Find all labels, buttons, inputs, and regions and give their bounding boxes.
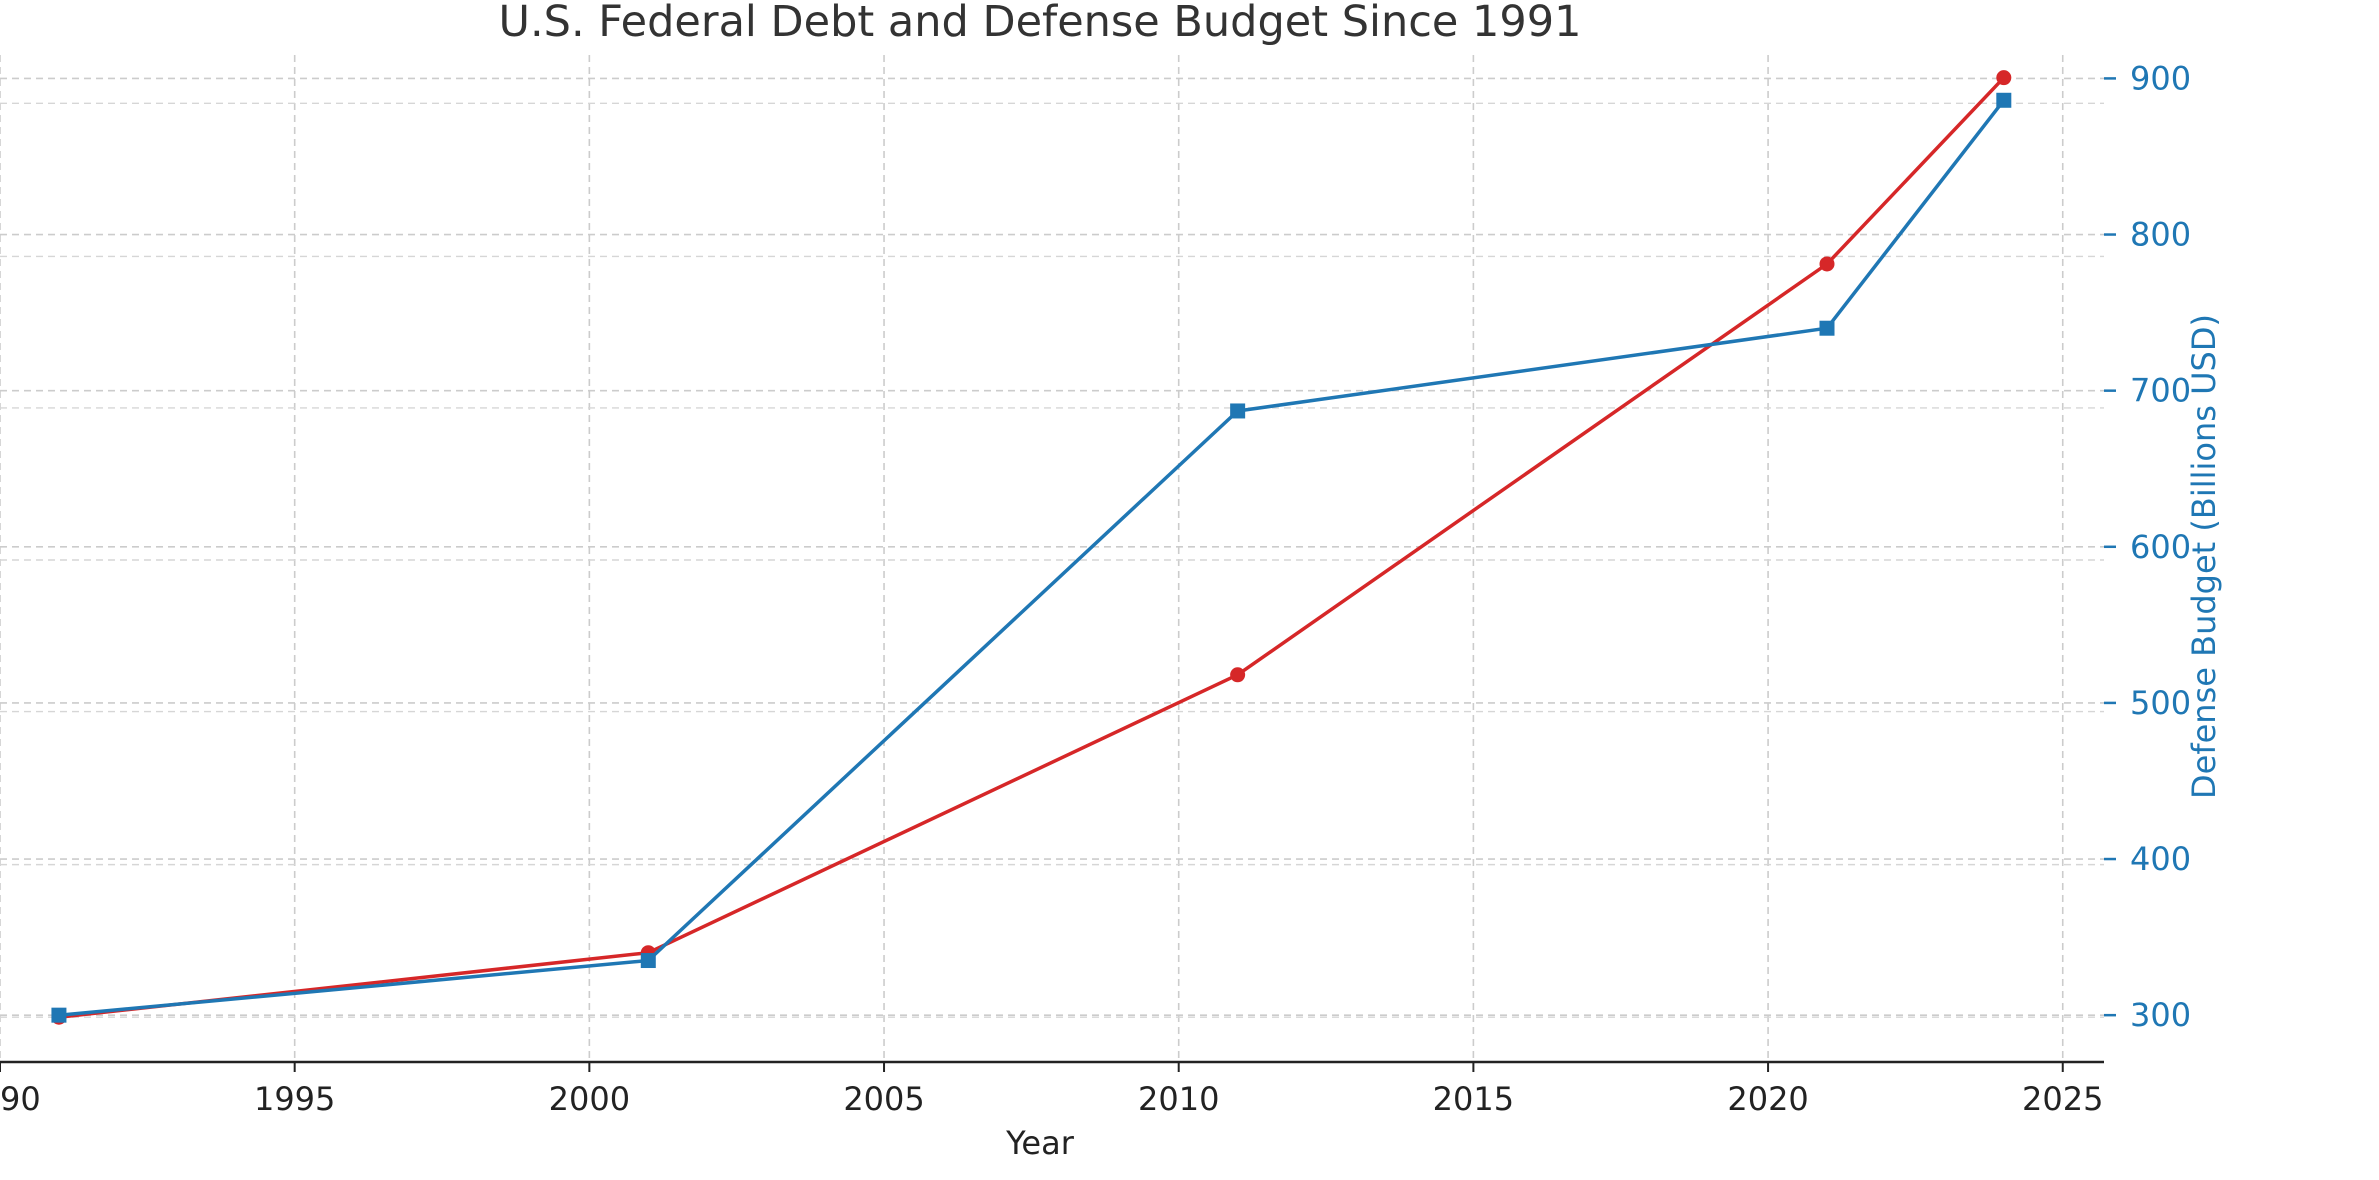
grid: [0, 55, 2104, 1062]
x-axis-label: Year: [1005, 1124, 1075, 1162]
y-tick-label-right: 400: [2130, 840, 2191, 878]
y-tick-label-right: 300: [2130, 996, 2191, 1034]
data-point-debt: [1996, 70, 2012, 86]
axes: 1990 1995 2000 2005 2010 2015 2020 2025 300 400 5…: [0, 59, 2191, 1118]
data-point-defense: [1230, 403, 1246, 419]
x-tick-label: 2000: [549, 1080, 630, 1118]
x-tick-label: 2005: [843, 1080, 924, 1118]
data-point-defense: [1996, 92, 2012, 108]
y-tick-label-right: 800: [2130, 216, 2191, 254]
x-tick-label: 1990: [0, 1080, 41, 1118]
data-point-debt: [1819, 256, 1835, 272]
data-point-defense: [51, 1007, 67, 1023]
y-tick-label-right: 600: [2130, 528, 2191, 566]
x-axis-ticks: 1990 1995 2000 2005 2010 2015 2020 2025: [0, 1062, 2103, 1118]
y-tick-label-right: 700: [2130, 372, 2191, 410]
y-axis-ticks: 300 400 500 600 700 800 900: [2104, 59, 2191, 1034]
x-tick-label: 2015: [1433, 1080, 1514, 1118]
x-tick-label: 1995: [254, 1080, 335, 1118]
y-tick-label-right: 900: [2130, 59, 2191, 97]
chart-title: U.S. Federal Debt and Defense Budget Sin…: [499, 0, 1582, 47]
data-point-debt: [1230, 667, 1246, 683]
data-point-defense: [1819, 320, 1835, 336]
x-tick-label: 2020: [1727, 1080, 1808, 1118]
y-tick-label-right: 500: [2130, 684, 2191, 722]
series: [51, 70, 2012, 1025]
data-point-defense: [640, 953, 656, 969]
series-line-defense: [58, 99, 2006, 1017]
y-axis-label-right: Defense Budget (Billions USD): [2185, 314, 2223, 799]
x-tick-label: 2025: [2022, 1080, 2103, 1118]
x-tick-label: 2010: [1138, 1080, 1219, 1118]
